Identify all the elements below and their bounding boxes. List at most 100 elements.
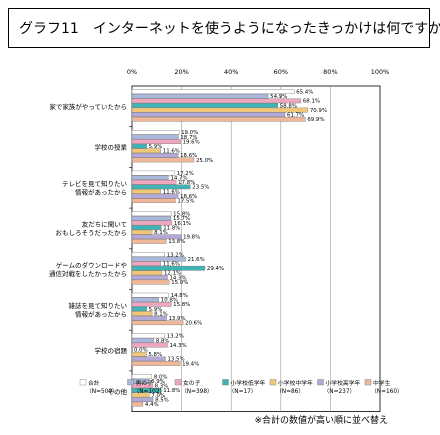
x-tick-label: 0% [127,68,137,76]
data-label: 20.6% [185,321,202,327]
data-label: 13.2% [167,334,184,340]
bar [131,279,170,285]
bar [131,189,161,194]
legend-swatch [317,379,324,386]
legend-sublabel: （N=237） [324,388,356,395]
data-label: 5.8% [148,352,162,358]
legend-label: 小学校高学年 [326,379,361,387]
data-label: 13.8% [168,239,185,245]
data-label: 16.1% [174,221,191,227]
data-label: 8.3% [155,384,169,390]
data-label: 10.8% [161,298,178,304]
category-label: テレビを見て知りたい [62,179,127,188]
bar [131,179,177,185]
data-label: 25.0% [196,158,213,164]
category-label: おもしろそうだったから [56,229,128,237]
bar [131,157,195,163]
legend-label: 小学校低学年 [231,379,266,387]
category-label-layer: 家で家族がやっていたから学校の授業テレビを見て知りたい情報があったから友だちに聞… [49,102,128,396]
legend-sublabel: （N=398） [181,388,213,395]
bar [131,193,179,199]
bar [131,256,186,262]
data-label: 11.6% [163,189,180,195]
data-label: 70.9% [310,108,327,114]
bar [131,220,173,226]
grid-layer: 0% 20% 40% 60% 80% 100% [127,68,390,413]
data-label: 11.8% [163,388,180,394]
legend-swatch [222,379,229,386]
bar [131,225,162,230]
label-layer: 65.4% 54.9% 68.1% 58.8% 70.9% 61.7%69.9% 19.0%… [134,90,327,409]
legend-swatch [269,379,277,386]
bar [131,342,168,348]
legend-sublabel: （N=102） [134,388,166,395]
bar [131,356,166,362]
bar [131,184,191,190]
bar [131,129,180,135]
bar [131,148,161,154]
data-label: 4.4% [145,402,159,408]
bar [131,302,172,307]
data-label: 11.6% [163,262,180,268]
legend-swatch [174,379,182,386]
data-label: 68.1% [303,99,320,105]
bar [131,139,181,144]
legend-sublabel: （N=500） [86,388,118,395]
footnote: ※合計の数値が高い順に並べ替え [254,416,388,426]
data-label: 54.9% [270,94,287,100]
title-box: グラフ11 インターネットを使うようになったきっかけは何ですか？ [8,8,440,48]
data-label: 14.3% [169,275,186,281]
data-label: 14.8% [171,293,188,299]
data-label: 15.7% [173,216,190,222]
legend-swatch [364,379,372,386]
bar [131,275,168,280]
legend-label: 小学校中学年 [278,379,313,387]
data-label: 13.5% [167,357,184,363]
bar [131,152,179,158]
bar [131,338,155,343]
page-title: グラフ11 インターネットを使うようになったきっかけは何ですか？ [19,21,440,37]
category-label: 学校の宿題 [95,346,128,355]
bar [131,311,153,316]
data-label: 65.4% [296,90,313,96]
legend-label: 合計 [88,379,100,387]
bar [131,89,295,95]
bar [131,388,162,393]
bar [131,116,306,122]
bar [131,361,181,366]
legend-label: 中学生 [373,379,391,387]
category-label: ゲームのダウンロードや [56,260,127,269]
category-label: 学校の授業 [95,143,128,152]
data-label: 8.0% [154,374,168,380]
category-label: 家で家族がやっていたから [49,102,127,111]
data-label: 17.5% [177,199,194,205]
data-label: 69.9% [307,117,324,123]
bar [131,107,309,113]
data-label: 6.9% [151,379,165,385]
bar [131,374,153,379]
data-label: 21.6% [188,257,205,263]
bar [131,333,165,339]
data-label: 8.5% [155,397,169,403]
bar [131,351,147,357]
bar [131,134,179,140]
bar [131,252,165,257]
bar [131,170,175,176]
data-label: 15.0% [171,280,188,286]
data-label: 7.0% [151,393,165,399]
data-label: 61.7% [287,113,304,119]
data-label: 8.1% [154,230,168,236]
data-label: 19.8% [183,235,200,241]
data-label: 12.1% [164,271,181,277]
bar [131,397,154,402]
bar [131,238,167,244]
bar-layer [131,89,309,407]
category-label: 通信対戦をしたかったから [49,269,127,278]
data-label: 29.4% [207,266,224,272]
x-tick-label: 100% [371,68,390,76]
x-tick-label: 40% [224,68,238,76]
data-label: 13.9% [168,316,185,322]
category-label: その他 [108,387,128,396]
data-label: 19.6% [183,139,200,145]
bar [131,297,159,303]
